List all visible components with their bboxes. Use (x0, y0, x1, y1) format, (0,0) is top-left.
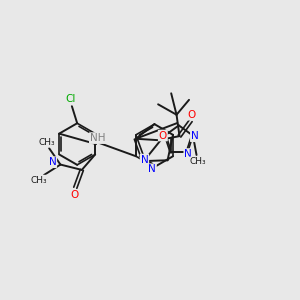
Text: NH: NH (90, 133, 105, 143)
Text: N: N (184, 149, 192, 159)
Text: N: N (148, 164, 156, 174)
Text: CH₃: CH₃ (31, 176, 47, 184)
Text: CH₃: CH₃ (189, 157, 206, 166)
Text: N: N (191, 131, 199, 141)
Text: O: O (70, 190, 79, 200)
Text: CH₃: CH₃ (39, 138, 56, 147)
Text: Cl: Cl (65, 94, 76, 104)
Text: N: N (141, 154, 148, 165)
Text: O: O (188, 110, 196, 120)
Text: O: O (159, 130, 167, 140)
Text: N: N (49, 157, 56, 167)
